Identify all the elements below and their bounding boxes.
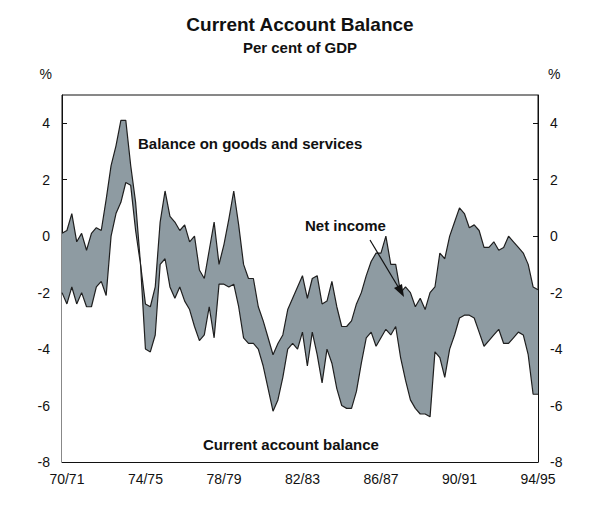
svg-text:-2: -2 (38, 285, 51, 301)
svg-text:-6: -6 (550, 398, 563, 414)
svg-text:Per cent of GDP: Per cent of GDP (243, 39, 357, 56)
svg-text:82/83: 82/83 (285, 471, 320, 487)
svg-text:%: % (548, 66, 560, 82)
svg-text:0: 0 (42, 228, 50, 244)
svg-text:4: 4 (42, 115, 50, 131)
svg-text:Current Account Balance: Current Account Balance (186, 14, 413, 35)
svg-text:2: 2 (42, 172, 50, 188)
svg-text:86/87: 86/87 (363, 471, 398, 487)
svg-text:Current account balance: Current account balance (203, 436, 379, 453)
svg-text:4: 4 (550, 115, 558, 131)
svg-text:94/95: 94/95 (520, 471, 555, 487)
svg-text:74/75: 74/75 (128, 471, 163, 487)
svg-text:70/71: 70/71 (49, 471, 84, 487)
svg-text:2: 2 (550, 172, 558, 188)
svg-text:%: % (40, 66, 52, 82)
svg-text:90/91: 90/91 (442, 471, 477, 487)
svg-text:-4: -4 (38, 341, 51, 357)
svg-text:78/79: 78/79 (206, 471, 241, 487)
svg-text:Net income: Net income (305, 217, 386, 234)
svg-text:-8: -8 (38, 454, 51, 470)
svg-text:Balance on goods and services: Balance on goods and services (138, 135, 362, 152)
svg-text:-2: -2 (550, 285, 563, 301)
svg-text:-6: -6 (38, 398, 51, 414)
svg-text:-8: -8 (550, 454, 563, 470)
svg-text:-4: -4 (550, 341, 563, 357)
svg-text:0: 0 (550, 228, 558, 244)
